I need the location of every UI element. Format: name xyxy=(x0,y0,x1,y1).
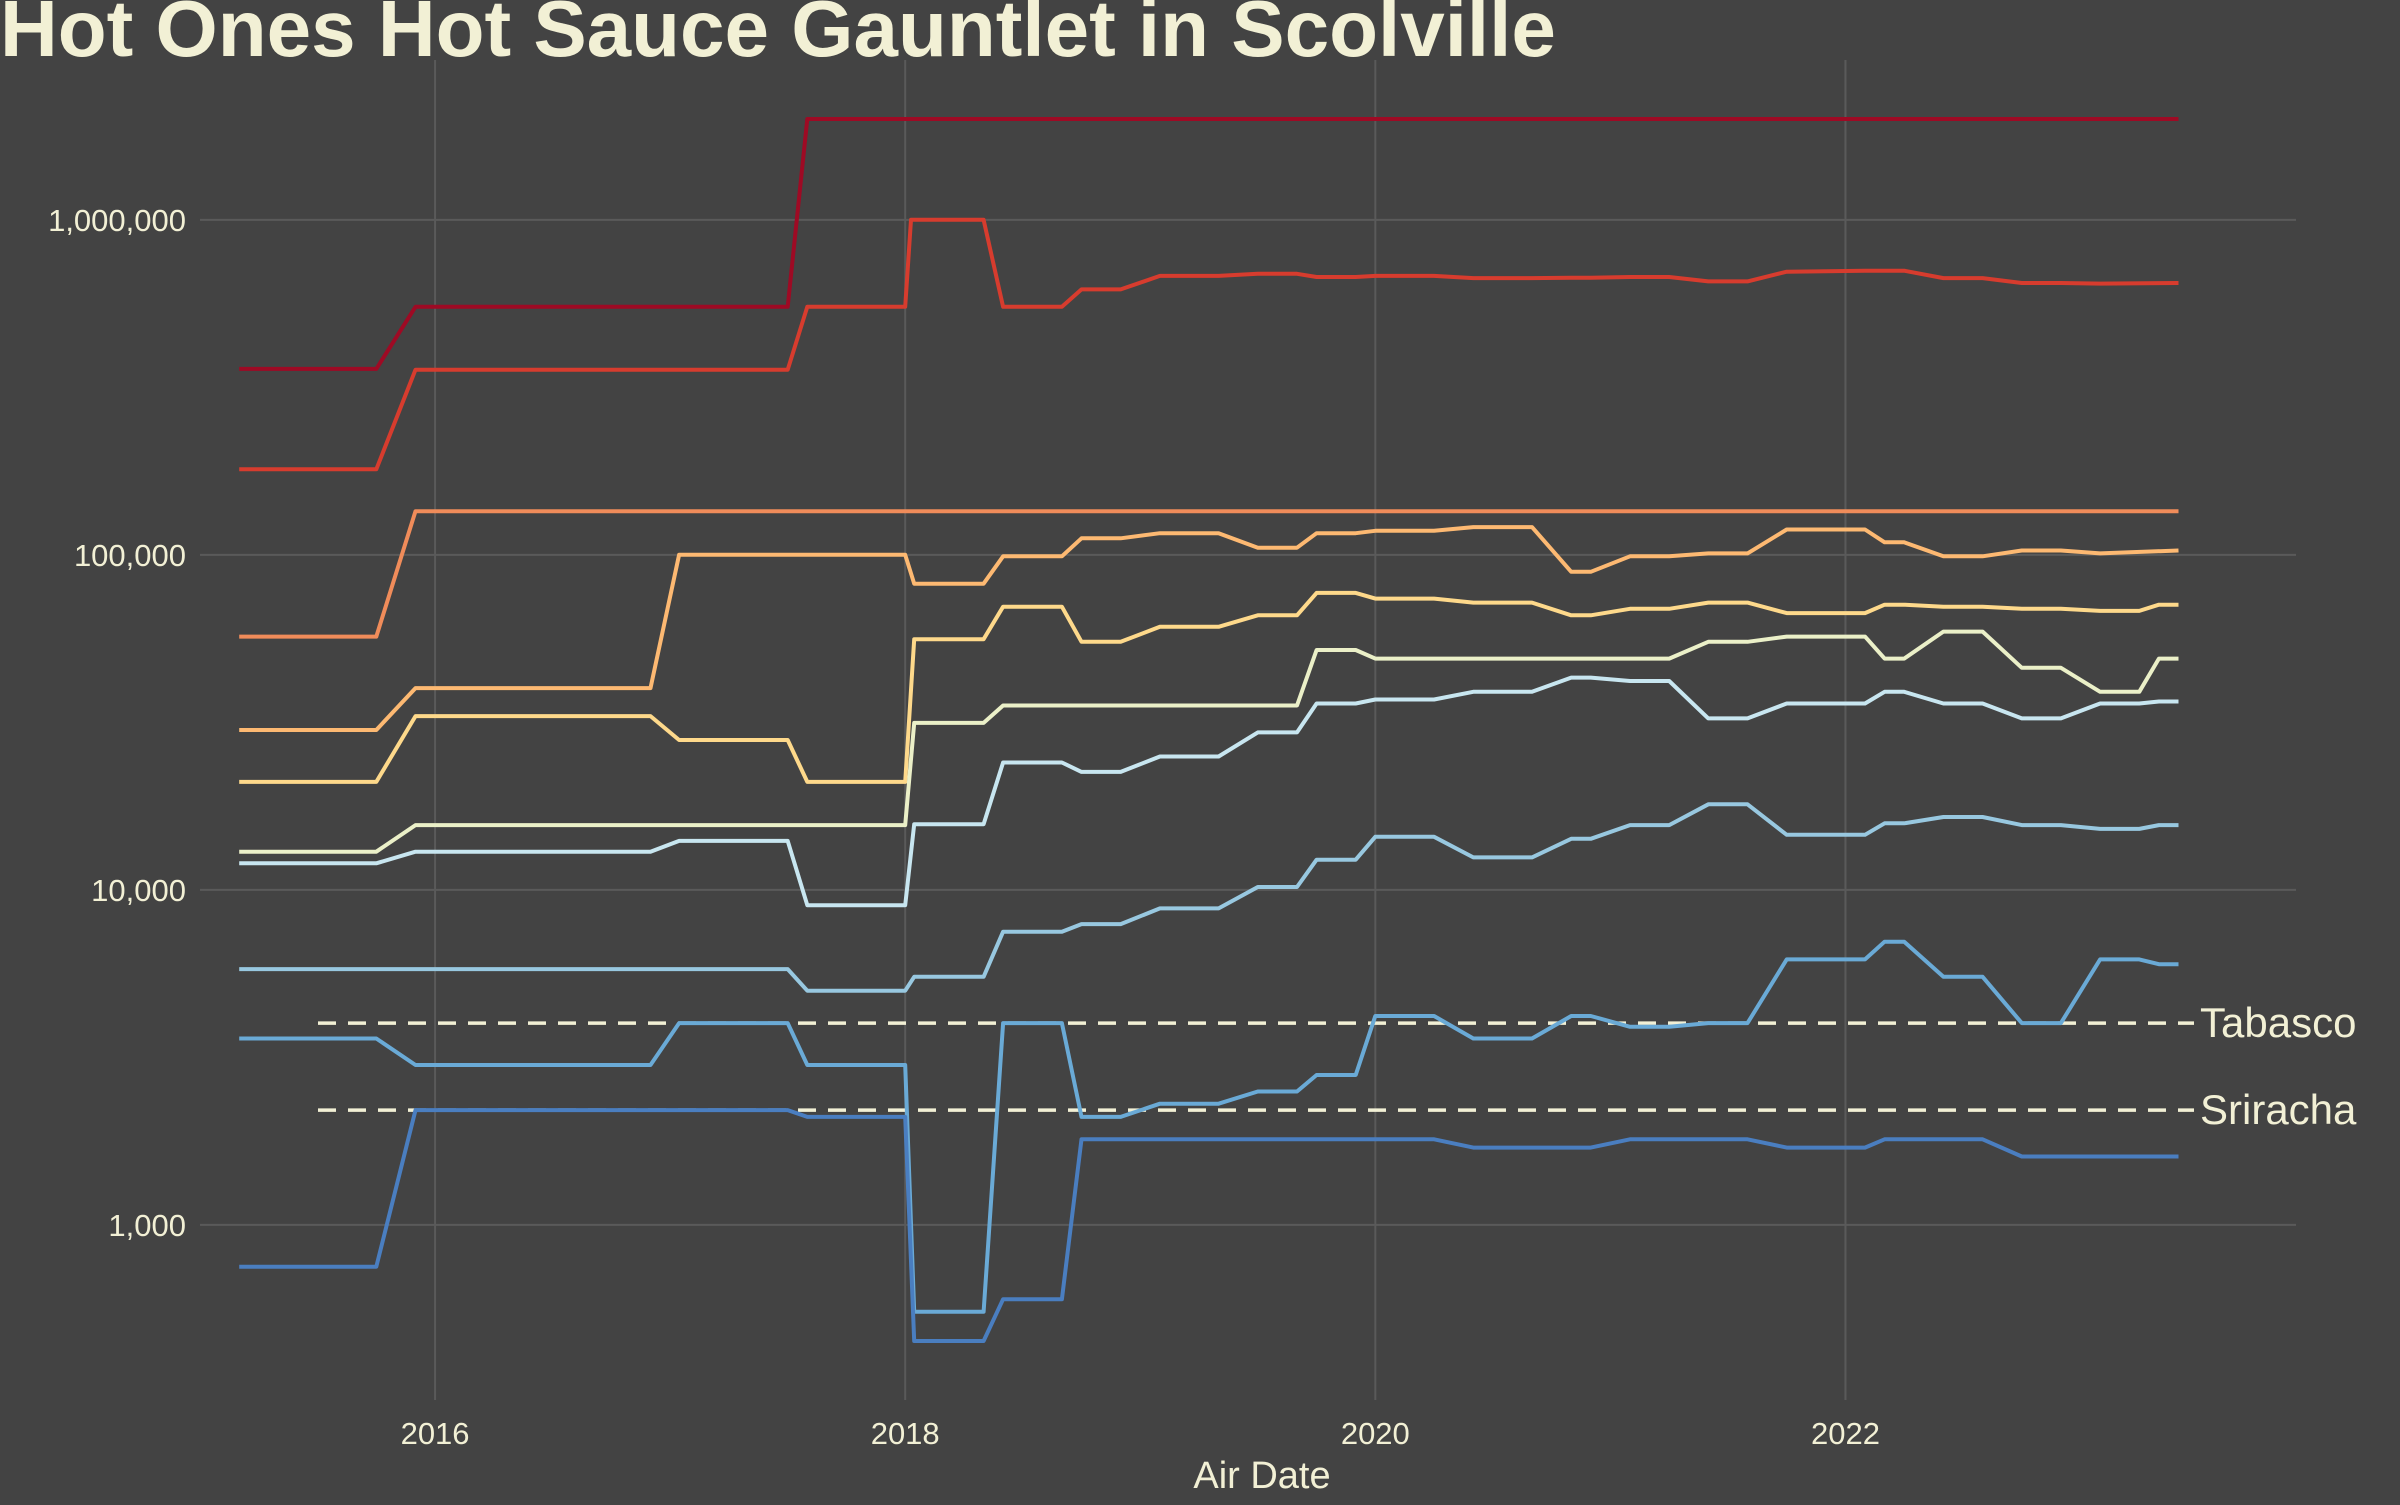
y-tick-label: 1,000 xyxy=(108,1208,186,1243)
x-tick-label: 2018 xyxy=(871,1416,940,1451)
reference-line-label: Tabasco xyxy=(2200,999,2356,1046)
series-line-4 xyxy=(239,525,2179,732)
x-tick-label: 2022 xyxy=(1811,1416,1880,1451)
reference-line-label: Sriracha xyxy=(2200,1086,2357,1133)
series-line-9 xyxy=(239,939,2179,1314)
x-tick-label: 2020 xyxy=(1341,1416,1410,1451)
series xyxy=(239,117,2179,1343)
x-axis-label: Air Date xyxy=(1193,1455,1330,1497)
series-line-3 xyxy=(239,509,2179,639)
x-tick-label: 2016 xyxy=(401,1416,470,1451)
series-line-2 xyxy=(239,217,2179,472)
chart-title: Hot Ones Hot Sauce Gauntlet in Scolville xyxy=(0,0,1556,73)
y-tick-label: 10,000 xyxy=(91,873,186,908)
series-line-10 xyxy=(239,1108,2179,1343)
series-line-1 xyxy=(239,117,2179,371)
series-line-6 xyxy=(239,629,2179,854)
axes: 2016 2018 2020 2022 1,000 10,000 100,000 1,000,… xyxy=(48,203,1880,1451)
series-line-8 xyxy=(239,802,2179,993)
series-line-5 xyxy=(239,590,2179,784)
y-tick-label: 1,000,000 xyxy=(48,203,186,238)
y-tick-label: 100,000 xyxy=(74,538,186,573)
series-line-7 xyxy=(239,675,2179,908)
